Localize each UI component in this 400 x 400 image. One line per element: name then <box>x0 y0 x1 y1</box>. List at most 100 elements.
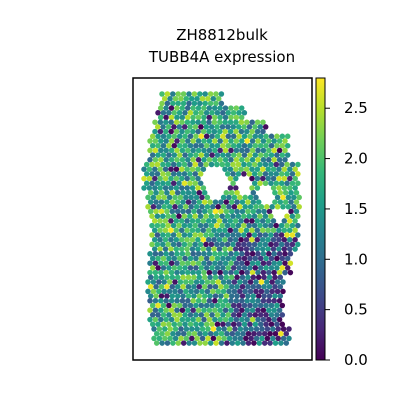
spot <box>201 293 208 299</box>
spot <box>261 340 268 346</box>
spot <box>149 222 155 229</box>
spot <box>151 246 158 252</box>
spot <box>141 166 147 172</box>
spot <box>151 335 157 342</box>
spot <box>150 204 157 210</box>
spot <box>157 227 163 234</box>
spot <box>271 147 277 154</box>
spot <box>279 142 286 149</box>
spot <box>188 279 194 285</box>
spot <box>166 204 173 210</box>
spot <box>257 124 264 130</box>
spot <box>237 279 243 285</box>
spot <box>283 330 290 337</box>
spot <box>246 222 252 229</box>
spot <box>190 157 196 163</box>
spot <box>257 265 264 271</box>
spot <box>249 307 256 313</box>
spot <box>230 133 237 140</box>
spot <box>220 288 227 295</box>
spot <box>184 166 190 172</box>
spot <box>224 213 231 219</box>
spot <box>272 199 278 205</box>
spot <box>216 218 223 224</box>
spot <box>201 251 207 257</box>
spot <box>243 335 249 342</box>
spot <box>239 260 245 266</box>
spot <box>209 142 215 149</box>
spot <box>265 246 271 252</box>
spot <box>155 133 161 140</box>
spot <box>175 340 182 346</box>
spot <box>158 274 165 281</box>
spot <box>260 316 267 323</box>
spot <box>177 288 184 295</box>
spot <box>206 260 213 266</box>
spot <box>206 157 213 163</box>
spot <box>282 260 288 266</box>
spot <box>242 279 248 285</box>
spot <box>184 246 190 252</box>
spot <box>257 180 263 187</box>
spot <box>147 189 154 196</box>
spot <box>241 171 247 177</box>
spot <box>193 312 199 318</box>
spot <box>203 133 210 140</box>
spot <box>204 288 211 295</box>
spot <box>145 204 151 210</box>
spot <box>268 171 274 177</box>
spot <box>268 152 275 158</box>
spot <box>168 269 175 276</box>
spot <box>239 147 245 154</box>
spot <box>241 142 248 149</box>
spot <box>274 194 281 201</box>
spot <box>239 269 245 276</box>
spot <box>207 100 214 107</box>
spot <box>203 110 210 116</box>
spot <box>212 251 218 257</box>
spot <box>273 232 279 238</box>
spot <box>235 124 242 130</box>
spot <box>195 246 201 252</box>
spot <box>270 236 277 243</box>
spot <box>276 157 283 163</box>
spot <box>260 166 266 172</box>
spot <box>168 246 174 252</box>
spot <box>167 95 173 102</box>
spot <box>249 138 256 144</box>
spot <box>260 138 267 144</box>
spot <box>195 175 201 182</box>
spot <box>173 227 180 234</box>
spot <box>209 302 215 309</box>
spot <box>160 124 166 130</box>
spot <box>147 147 153 154</box>
spot <box>169 274 176 281</box>
colorbar-tick-label: 1.0 <box>344 250 368 268</box>
spot <box>243 166 250 172</box>
spot <box>212 138 218 144</box>
spot <box>270 166 277 172</box>
spot <box>173 128 180 135</box>
spot <box>153 189 159 196</box>
spot <box>252 133 259 140</box>
spot <box>279 302 286 309</box>
spot <box>202 330 209 337</box>
spot <box>195 119 201 125</box>
spot <box>259 227 266 234</box>
spot <box>209 110 215 116</box>
spot <box>270 218 277 224</box>
spot <box>168 157 175 163</box>
spot <box>232 326 238 332</box>
spot <box>273 241 279 248</box>
spot <box>185 298 191 304</box>
spot <box>176 265 183 271</box>
spot <box>157 246 163 252</box>
spot <box>174 147 180 154</box>
spot <box>206 105 213 111</box>
spot <box>244 269 250 276</box>
spot <box>155 142 161 149</box>
spot <box>201 307 207 313</box>
spot <box>228 316 234 323</box>
spot <box>154 241 161 248</box>
spot <box>233 166 239 172</box>
